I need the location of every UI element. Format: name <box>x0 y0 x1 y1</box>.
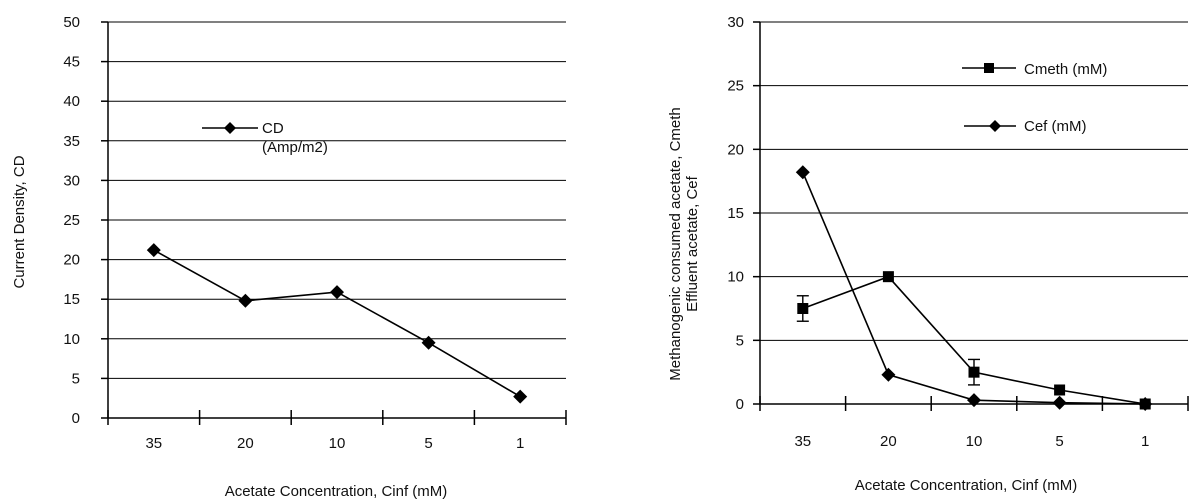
left-y-ticks: 0 5 10 15 20 25 30 35 40 45 50 <box>63 14 108 427</box>
left-cd-marker <box>513 389 528 404</box>
left-y-tick-label: 15 <box>63 291 80 308</box>
right-x-axis-title: Acetate Concentration, Cinf (mM) <box>855 477 1078 494</box>
right-legend-cef-label: Cef (mM) <box>1024 118 1087 135</box>
right-y-tick-label: 20 <box>727 141 744 158</box>
right-cef-marker <box>1138 397 1153 411</box>
left-cd-marker <box>330 285 344 300</box>
right-y-tick-label: 25 <box>727 78 744 95</box>
left-legend-cd-unit: (Amp/m2) <box>262 139 328 156</box>
right-y-axis-title-line2: Effluent acetate, Cef <box>684 175 701 311</box>
right-legend-cmeth-marker <box>984 63 994 73</box>
left-x-tick-label: 10 <box>329 435 346 452</box>
right-legend-cef-marker <box>989 120 1001 132</box>
right-y-ticks: 0 5 10 15 20 25 30 <box>727 14 760 413</box>
right-x-tick-label: 20 <box>880 433 897 450</box>
right-cmeth-marker <box>1054 384 1066 396</box>
left-y-tick-label: 30 <box>63 172 80 189</box>
left-x-tick-label: 1 <box>516 435 524 452</box>
right-cef-marker <box>881 367 896 382</box>
left-cd-marker <box>146 243 161 258</box>
right-y-axis-title-line1: Methanogenic consumed acetate, Cmeth <box>667 107 684 381</box>
left-x-tick-label: 5 <box>424 435 432 452</box>
right-x-tick-label: 10 <box>966 433 983 450</box>
right-y-tick-label: 30 <box>727 14 744 31</box>
right-cmeth-marker <box>968 366 980 378</box>
right-x-ticks: 35 20 10 5 1 <box>759 396 1189 450</box>
right-series-cef <box>795 165 1153 411</box>
right-y-tick-label: 10 <box>727 269 744 286</box>
right-y-tick-label: 5 <box>736 332 744 349</box>
left-series-cd <box>146 243 528 404</box>
left-x-axis-title: Acetate Concentration, Cinf (mM) <box>225 483 448 500</box>
left-y-axis-title: Current Density, CD <box>11 155 28 288</box>
chart-acetate: 0 5 10 15 20 25 30 35 20 10 5 1 Methanogenic consu… <box>667 14 1189 494</box>
right-legend-cmeth-label: Cmeth (mM) <box>1024 61 1107 78</box>
left-x-tick-label: 20 <box>237 435 254 452</box>
left-y-tick-label: 35 <box>63 133 80 150</box>
right-cef-marker <box>795 165 810 180</box>
left-cd-line <box>153 249 521 398</box>
left-y-tick-label: 45 <box>63 54 80 71</box>
left-y-tick-label: 5 <box>72 370 80 387</box>
right-y-tick-label: 15 <box>727 205 744 222</box>
right-y-tick-label: 0 <box>736 396 744 413</box>
right-legend: Cmeth (mM) Cef (mM) <box>962 61 1107 135</box>
right-x-tick-label: 1 <box>1141 433 1149 450</box>
chart-current-density: 0 5 10 15 20 25 30 35 40 45 50 35 20 10 5 1 Current De… <box>11 14 567 500</box>
left-y-tick-label: 20 <box>63 252 80 269</box>
right-cef-markers <box>795 165 1153 411</box>
right-x-tick-label: 35 <box>794 433 811 450</box>
left-cd-marker <box>421 335 436 350</box>
left-x-tick-label: 35 <box>145 435 162 452</box>
left-legend-cd-label: CD <box>262 120 284 137</box>
right-cef-marker <box>967 393 981 408</box>
right-grid <box>760 21 1188 341</box>
left-y-tick-label: 10 <box>63 331 80 348</box>
left-cd-markers <box>146 243 528 404</box>
left-grid <box>108 21 566 379</box>
left-y-tick-label: 0 <box>72 410 80 427</box>
right-x-tick-label: 5 <box>1055 433 1063 450</box>
right-cmeth-marker <box>882 271 894 283</box>
left-y-tick-label: 50 <box>63 14 80 31</box>
right-cmeth-marker <box>797 303 809 314</box>
left-legend: CD (Amp/m2) <box>202 120 328 156</box>
left-x-ticks: 35 20 10 5 1 <box>107 410 567 452</box>
right-cef-marker <box>1052 395 1067 410</box>
left-legend-cd-marker <box>224 122 236 134</box>
left-cd-marker <box>238 293 253 308</box>
left-y-tick-label: 40 <box>63 93 80 110</box>
left-y-tick-label: 25 <box>63 212 80 229</box>
